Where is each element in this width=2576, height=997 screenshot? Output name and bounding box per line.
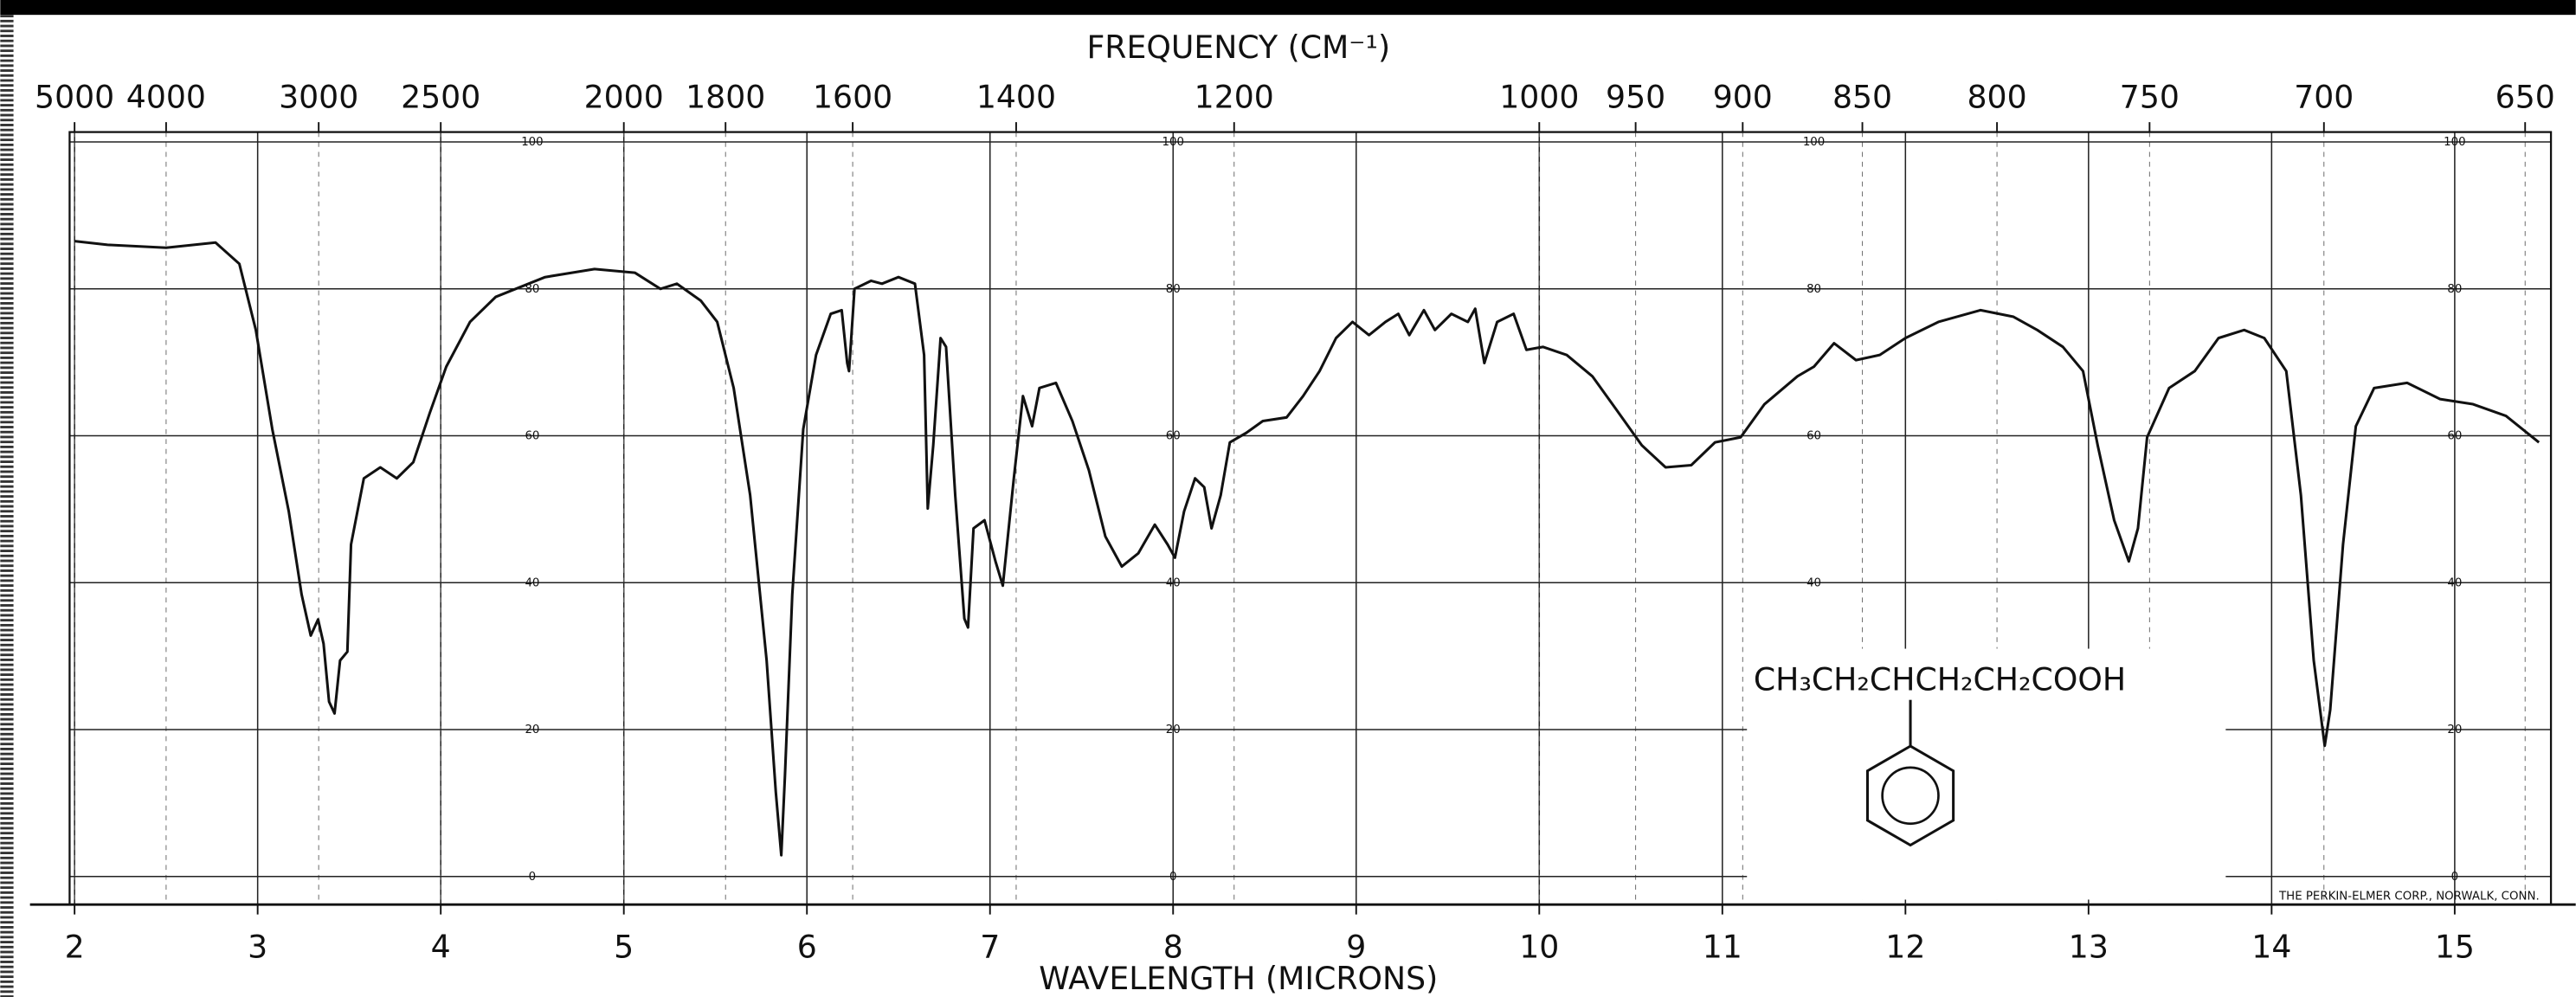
y-tick-label: 60 [2447, 430, 2462, 443]
y-tick-label: 60 [1806, 430, 1821, 443]
x-tick-label: 3 [248, 929, 267, 966]
structure-background [1747, 648, 2226, 900]
y-tick-label: 80 [1166, 283, 1181, 296]
x-tick-label: 6 [797, 929, 817, 966]
x-tick-label: 9 [1346, 929, 1366, 966]
y-tick-label: 100 [1162, 136, 1184, 149]
x2-tick-label: 650 [2496, 78, 2555, 115]
y-tick-label: 80 [525, 283, 539, 296]
x-tick-label: 5 [614, 929, 634, 966]
x2-tick-label: 4000 [126, 78, 206, 115]
y-tick-label: 40 [1806, 576, 1821, 589]
x2-tick-label: 5000 [35, 78, 114, 115]
x-tick-label: 10 [1519, 929, 1559, 966]
x2-tick-label: 1400 [976, 78, 1056, 115]
x-tick-label: 4 [431, 929, 451, 966]
x2-tick-label: 850 [1832, 78, 1892, 115]
x2-tick-label: 750 [2120, 78, 2180, 115]
x2-tick-label: 1000 [1499, 78, 1579, 115]
x2-tick-label: 900 [1713, 78, 1773, 115]
y-tick-label: 80 [2447, 283, 2462, 296]
x2-tick-label: 1800 [686, 78, 765, 115]
x-tick-label: 11 [1703, 929, 1742, 966]
y-tick-label: 20 [2447, 724, 2462, 736]
aromatic-circle [1881, 766, 1940, 826]
y-tick-label: 60 [1166, 430, 1181, 443]
x2-tick-label: 3000 [279, 78, 358, 115]
x2-tick-label: 2000 [584, 78, 664, 115]
x2-tick-label: 700 [2294, 78, 2354, 115]
x-tick-label: 13 [2069, 929, 2109, 966]
y-tick-label: 100 [521, 136, 543, 149]
x-tick-label: 2 [65, 929, 85, 966]
top-axis-title: FREQUENCY (CM⁻¹) [1086, 29, 1390, 66]
y-tick-label: 40 [1166, 576, 1181, 589]
x-tick-label: 7 [980, 929, 1000, 966]
y-tick-label: 40 [525, 576, 539, 589]
y-tick-label: 0 [2451, 871, 2458, 884]
y-tick-label: 20 [525, 724, 539, 736]
perforation [0, 15, 14, 997]
y-tick-label: 100 [1803, 136, 1825, 149]
x-tick-label: 15 [2435, 929, 2475, 966]
x-axis-title: WAVELENGTH (MICRONS) [1039, 960, 1438, 997]
y-tick-label: 40 [2447, 576, 2462, 589]
y-tick-label: 0 [529, 871, 537, 884]
x2-tick-label: 800 [1967, 78, 2027, 115]
x2-tick-label: 2500 [401, 78, 480, 115]
x2-tick-label: 950 [1606, 78, 1665, 115]
structure-box: CH₃CH₂CHCH₂CH₂COOH [1747, 648, 2226, 900]
x-tick-label: 12 [1885, 929, 1925, 966]
x2-tick-label: 1600 [813, 78, 892, 115]
x-tick-label: 14 [2251, 929, 2291, 966]
x2-tick-label: 1200 [1195, 78, 1274, 115]
y-tick-label: 60 [525, 430, 539, 443]
structure-formula: CH₃CH₂CHCH₂CH₂COOH [1754, 661, 2126, 698]
top-band [0, 0, 2576, 16]
y-tick-label: 20 [1166, 724, 1181, 736]
y-tick-label: 80 [1806, 283, 1821, 296]
x-tick-label: 8 [1163, 929, 1183, 966]
footer: THE PERKIN-ELMER CORP., NORWALK, CONN. [2278, 891, 2540, 904]
y-tick-label: 100 [2444, 136, 2465, 149]
benzene-ring [1865, 744, 1955, 847]
y-tick-label: 0 [1169, 871, 1177, 884]
spectrum-line [74, 240, 2541, 857]
